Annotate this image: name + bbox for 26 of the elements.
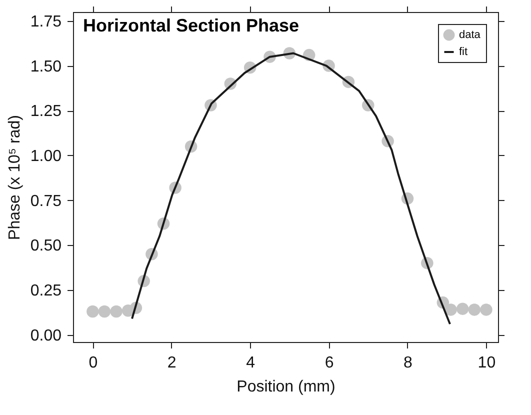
y-tick-label: 1.00 [30,148,62,165]
point [480,304,492,316]
legend-label: fit [459,46,468,58]
x-axis-title: Position (mm) [236,378,336,396]
x-tick-label: 8 [404,354,413,372]
y-tick-label: 0.50 [30,238,62,255]
point [86,305,99,318]
y-axis-title: Phase (x 10⁵ rad) [6,115,24,240]
y-tick-label: 1.75 [30,13,62,30]
x-tick-label: 2 [167,354,176,372]
x-tick-label: 10 [478,354,496,372]
y-tick-label: 0.25 [30,282,62,300]
x-tick-label: 0 [88,354,98,372]
y-tick-label: 1.50 [30,58,62,76]
point [444,304,457,316]
point [456,302,469,315]
y-tick-label: 0.75 [30,192,62,210]
x-tick-label: 4 [246,354,256,372]
point [98,305,111,318]
point [468,304,481,316]
y-tick-label: 1.25 [30,103,62,120]
point [110,305,122,318]
x-tick-label: 6 [324,354,334,372]
y-tick-label: 0.00 [30,327,62,344]
chart-title: Horizontal Section Phase [83,16,300,36]
legend-label: data [459,29,482,41]
